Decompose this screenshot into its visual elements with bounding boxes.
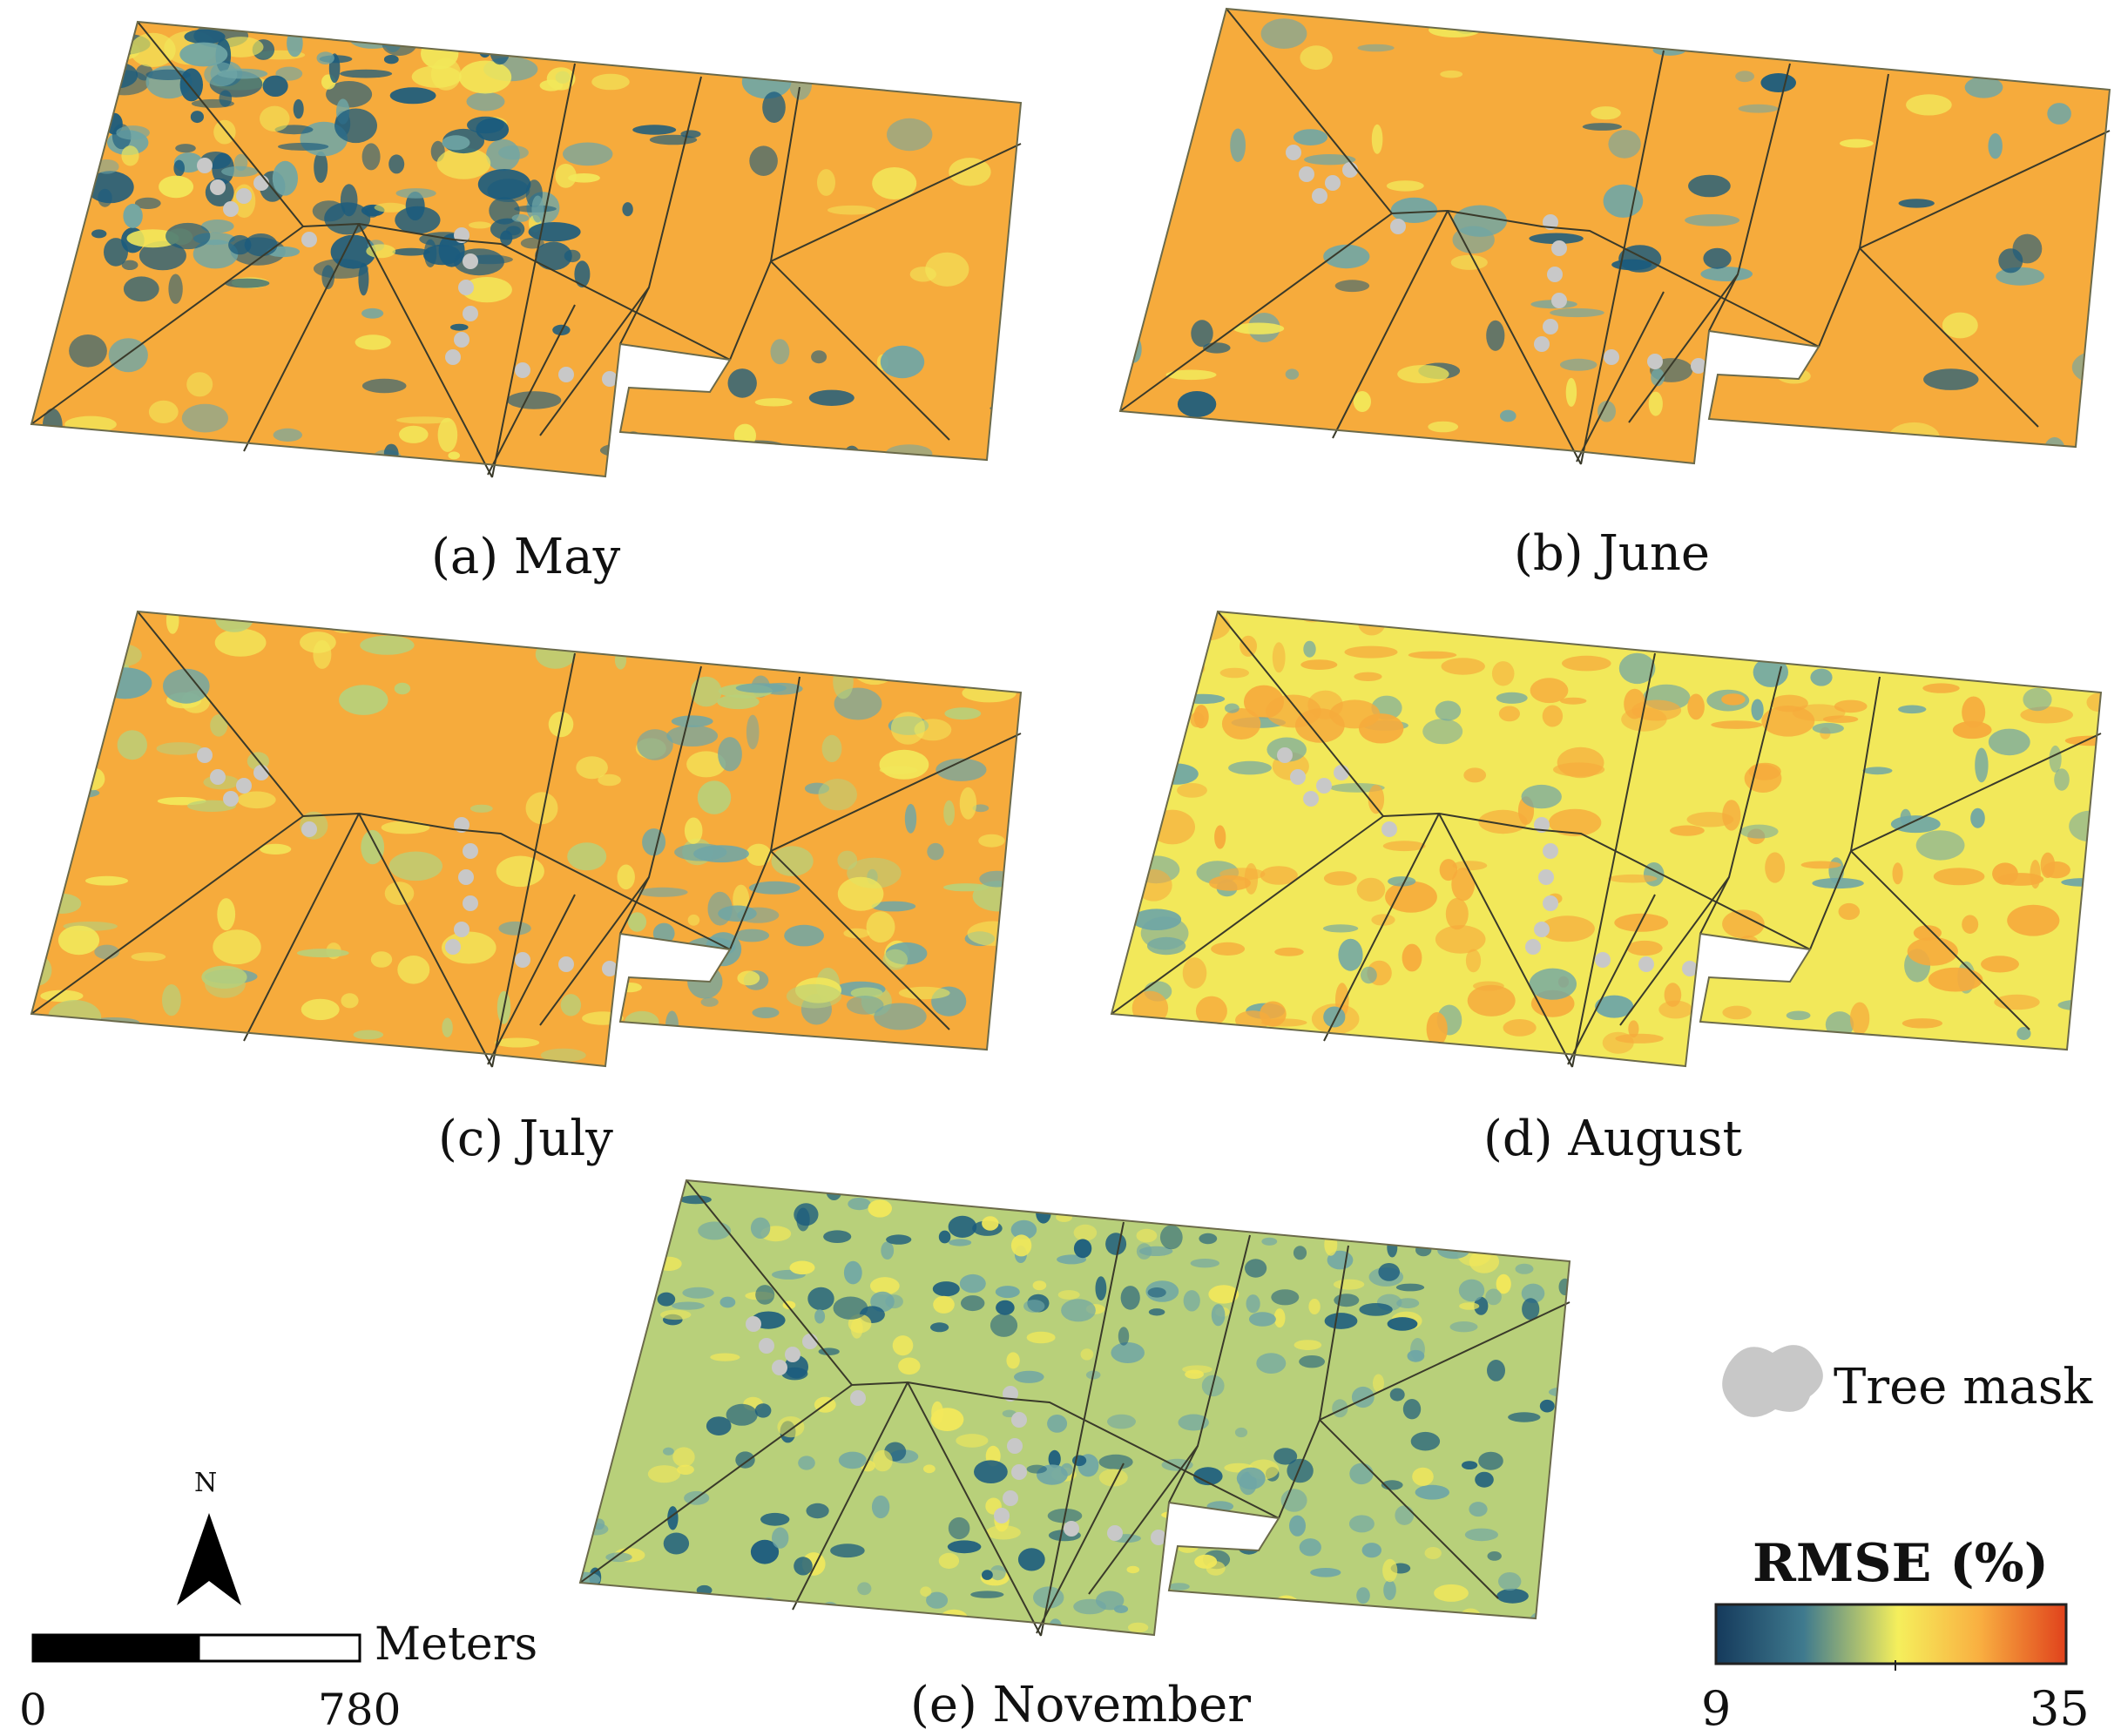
rmse-colorbar xyxy=(1714,1603,2068,1665)
caption-november: (e) November xyxy=(910,1677,1251,1733)
caption-may: (a) May xyxy=(431,529,621,585)
scale-unit-label: Meters xyxy=(375,1618,538,1671)
colorbar-title: RMSE (%) xyxy=(1753,1533,2050,1594)
caption-july: (c) July xyxy=(438,1111,613,1167)
north-arrow-icon xyxy=(177,1513,241,1605)
colorbar-min-label: 9 xyxy=(1701,1681,1732,1736)
field-map-may xyxy=(30,20,1023,478)
scale-end-label: 780 xyxy=(318,1685,402,1735)
caption-june: (b) June xyxy=(1514,525,1711,582)
caption-august: (d) August xyxy=(1483,1111,1743,1167)
colorbar-max-label: 35 xyxy=(2030,1681,2090,1736)
tree-mask-legend-icon xyxy=(1722,1345,1823,1417)
field-map-july xyxy=(30,610,1023,1068)
field-map-june xyxy=(1118,7,2111,465)
north-label: N xyxy=(194,1468,218,1498)
tree-mask-label: Tree mask xyxy=(1834,1359,2093,1415)
field-map-november xyxy=(578,1179,1571,1637)
field-map-august xyxy=(1110,610,2103,1068)
scale-start-label: 0 xyxy=(19,1685,47,1735)
scale-bar xyxy=(31,1633,361,1663)
